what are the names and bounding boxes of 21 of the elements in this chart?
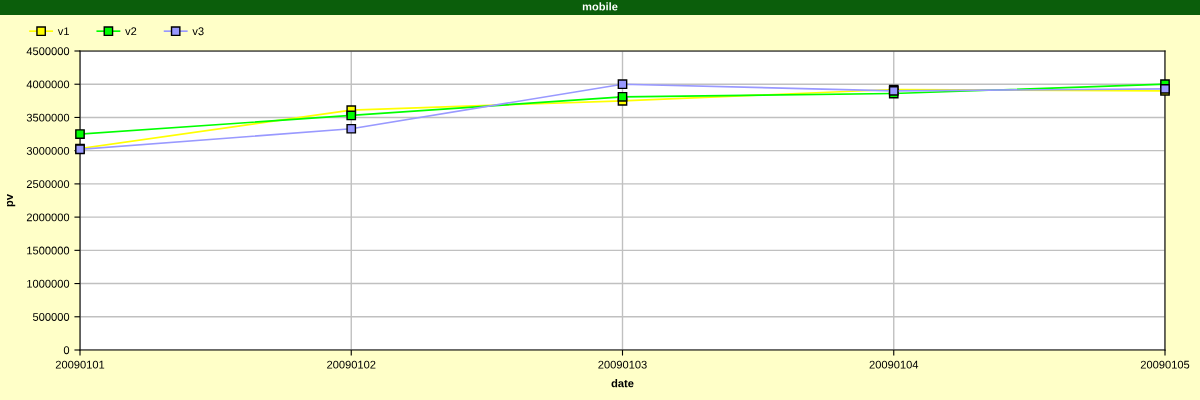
x-tick-label: 20090103 <box>598 360 647 369</box>
y-tick-label: 2000000 <box>26 213 70 222</box>
y-tick-label: 2500000 <box>26 180 70 189</box>
y-tick-label: 3000000 <box>26 146 70 155</box>
x-axis-title: date <box>611 379 634 388</box>
y-tick-label: 1000000 <box>27 279 70 288</box>
y-tick-label: 0 <box>63 346 70 355</box>
x-tick-label: 20090105 <box>1140 360 1190 369</box>
legend-label: v3 <box>192 27 204 36</box>
chart-title: mobile <box>582 2 618 11</box>
x-tick-label: 20090101 <box>55 360 105 369</box>
y-tick-label: 4000000 <box>26 80 70 89</box>
y-tick-label: 4500000 <box>26 47 70 56</box>
legend-label: v2 <box>125 27 137 36</box>
y-tick-label: 1500000 <box>27 246 70 255</box>
y-tick-label: 500000 <box>32 313 70 321</box>
x-tick-label: 20090104 <box>869 360 919 369</box>
y-axis-title: pv <box>6 194 16 207</box>
x-tick-label: 20090102 <box>327 360 376 369</box>
legend-label: v1 <box>57 27 69 36</box>
y-tick-label: 3500000 <box>26 113 70 122</box>
